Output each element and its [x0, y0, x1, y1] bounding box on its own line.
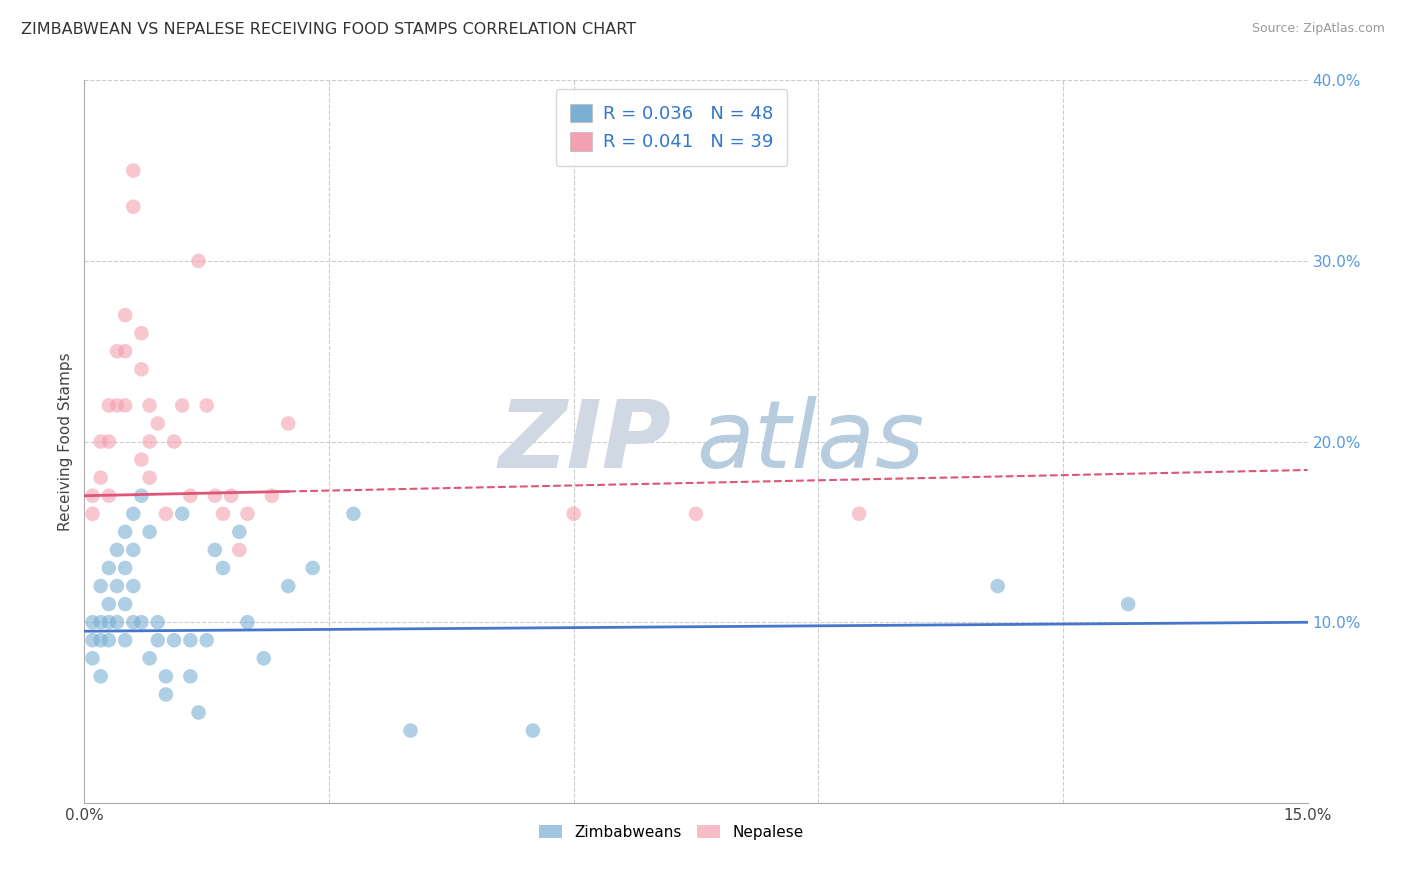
- Point: [105, 542, 128, 557]
- Point: [219, 489, 242, 503]
- Text: ZIP: ZIP: [499, 395, 672, 488]
- Point: [155, 507, 177, 521]
- Point: [187, 254, 209, 268]
- Point: [90, 615, 112, 630]
- Point: [105, 398, 128, 412]
- Point: [277, 579, 299, 593]
- Point: [522, 723, 544, 738]
- Point: [138, 434, 160, 449]
- Point: [131, 452, 153, 467]
- Legend: Zimbabweans, Nepalese: Zimbabweans, Nepalese: [533, 819, 810, 846]
- Point: [97, 489, 120, 503]
- Point: [131, 489, 153, 503]
- Point: [146, 633, 169, 648]
- Point: [82, 615, 104, 630]
- Point: [987, 579, 1010, 593]
- Point: [105, 579, 128, 593]
- Point: [90, 633, 112, 648]
- Point: [253, 651, 276, 665]
- Text: atlas: atlas: [696, 396, 924, 487]
- Point: [105, 615, 128, 630]
- Point: [114, 308, 136, 322]
- Point: [131, 615, 153, 630]
- Point: [105, 344, 128, 359]
- Point: [187, 706, 209, 720]
- Point: [114, 633, 136, 648]
- Point: [204, 489, 226, 503]
- Point: [146, 417, 169, 431]
- Point: [228, 524, 250, 539]
- Point: [122, 163, 145, 178]
- Point: [114, 398, 136, 412]
- Point: [562, 507, 585, 521]
- Point: [138, 398, 160, 412]
- Point: [122, 615, 145, 630]
- Point: [277, 417, 299, 431]
- Point: [97, 597, 120, 611]
- Point: [163, 633, 186, 648]
- Point: [114, 597, 136, 611]
- Point: [212, 507, 235, 521]
- Point: [685, 507, 707, 521]
- Point: [172, 398, 194, 412]
- Point: [131, 362, 153, 376]
- Y-axis label: Receiving Food Stamps: Receiving Food Stamps: [58, 352, 73, 531]
- Point: [122, 542, 145, 557]
- Point: [179, 669, 201, 683]
- Point: [90, 579, 112, 593]
- Point: [90, 471, 112, 485]
- Point: [228, 542, 250, 557]
- Point: [82, 489, 104, 503]
- Text: ZIMBABWEAN VS NEPALESE RECEIVING FOOD STAMPS CORRELATION CHART: ZIMBABWEAN VS NEPALESE RECEIVING FOOD ST…: [21, 22, 637, 37]
- Point: [155, 669, 177, 683]
- Point: [195, 398, 218, 412]
- Point: [138, 524, 160, 539]
- Point: [122, 507, 145, 521]
- Point: [122, 579, 145, 593]
- Point: [138, 471, 160, 485]
- Point: [172, 507, 194, 521]
- Point: [848, 507, 870, 521]
- Point: [1116, 597, 1139, 611]
- Point: [114, 344, 136, 359]
- Point: [131, 326, 153, 340]
- Point: [260, 489, 283, 503]
- Point: [399, 723, 422, 738]
- Point: [155, 687, 177, 701]
- Point: [97, 561, 120, 575]
- Point: [179, 489, 201, 503]
- Point: [90, 669, 112, 683]
- Point: [179, 633, 201, 648]
- Point: [97, 633, 120, 648]
- Point: [82, 633, 104, 648]
- Point: [195, 633, 218, 648]
- Point: [114, 524, 136, 539]
- Point: [163, 434, 186, 449]
- Point: [97, 434, 120, 449]
- Point: [236, 615, 259, 630]
- Point: [82, 507, 104, 521]
- Point: [301, 561, 323, 575]
- Point: [236, 507, 259, 521]
- Point: [97, 615, 120, 630]
- Point: [342, 507, 364, 521]
- Point: [204, 542, 226, 557]
- Text: Source: ZipAtlas.com: Source: ZipAtlas.com: [1251, 22, 1385, 36]
- Point: [122, 200, 145, 214]
- Point: [212, 561, 235, 575]
- Point: [114, 561, 136, 575]
- Point: [146, 615, 169, 630]
- Point: [82, 651, 104, 665]
- Point: [97, 398, 120, 412]
- Point: [90, 434, 112, 449]
- Point: [138, 651, 160, 665]
